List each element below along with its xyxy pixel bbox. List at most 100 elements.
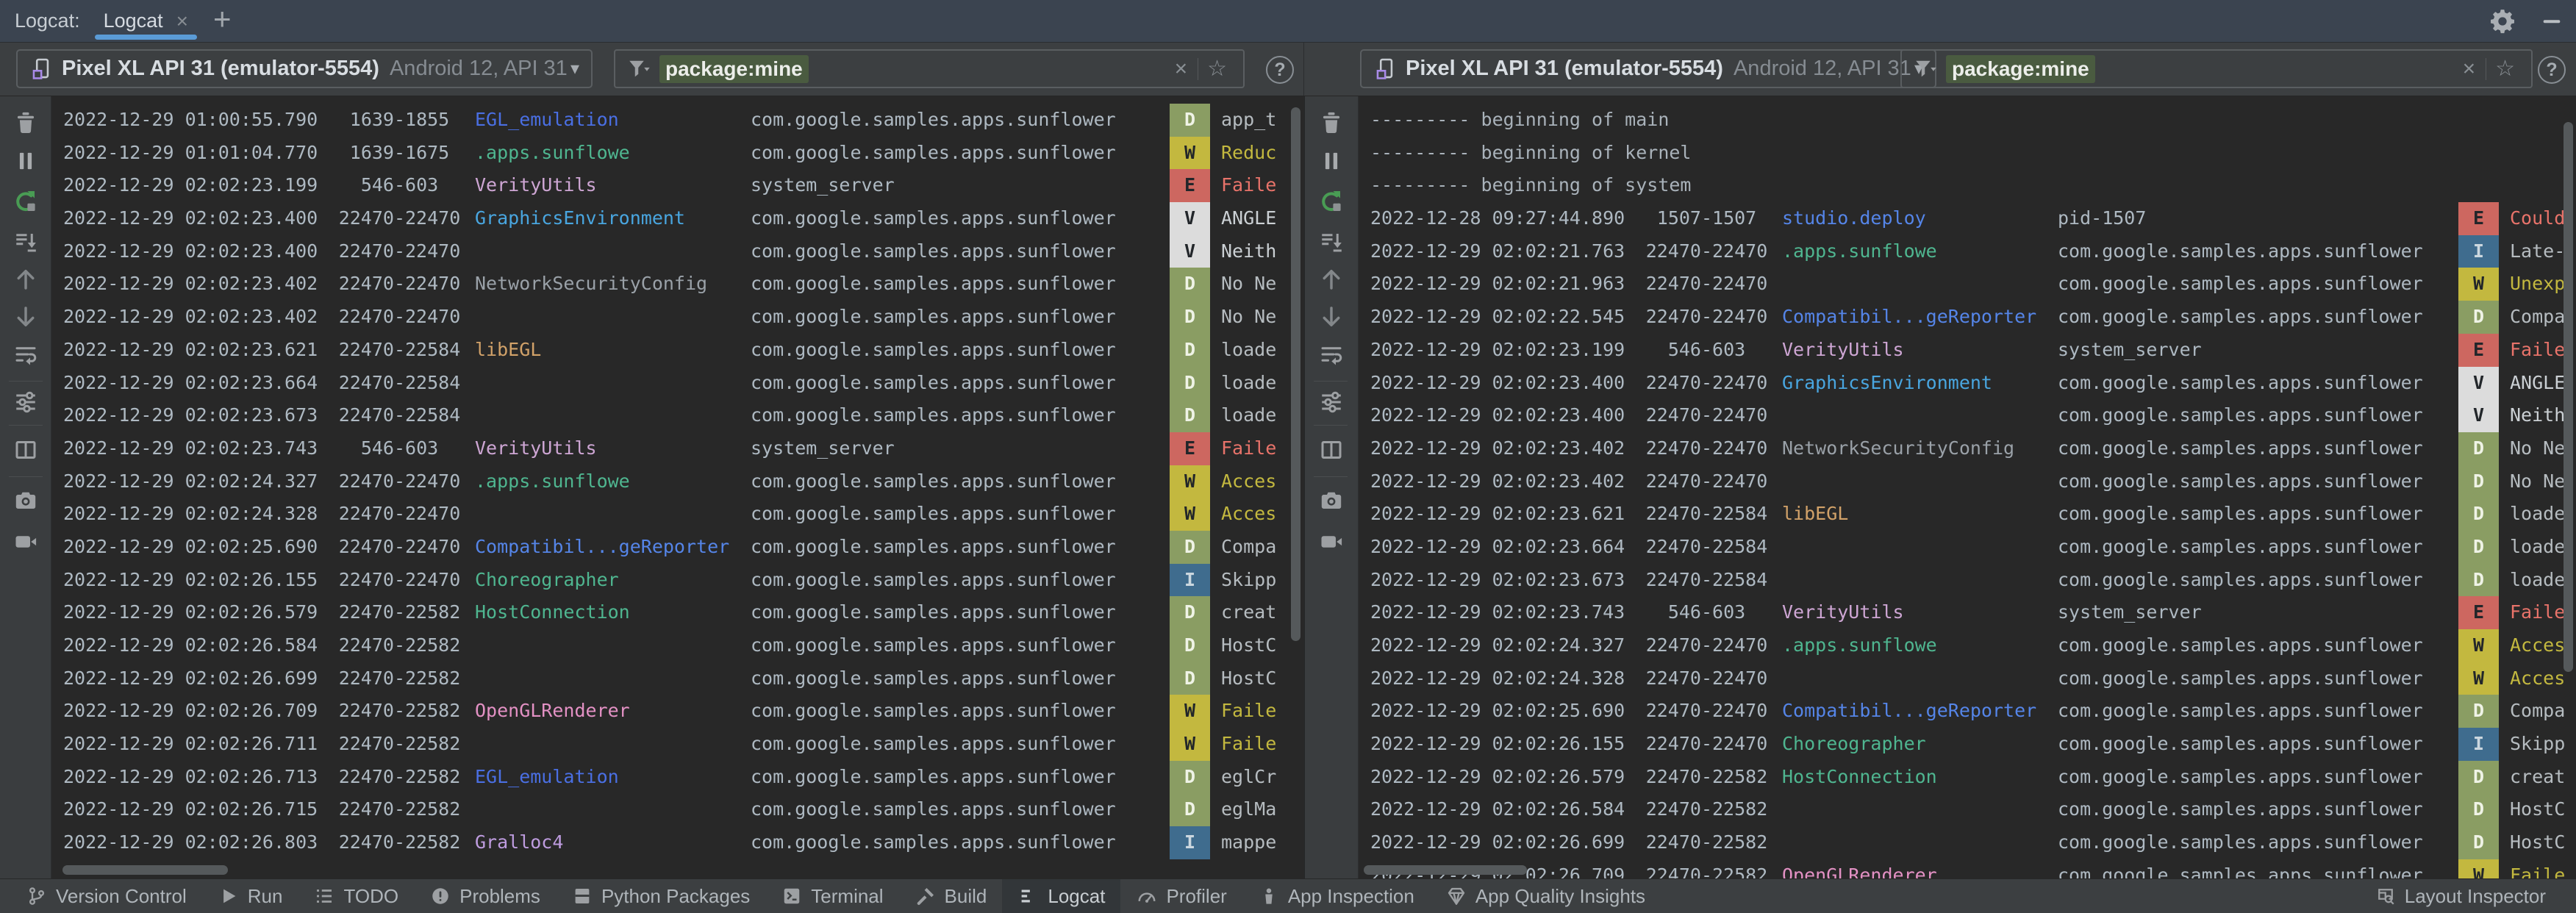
filter-icon[interactable] xyxy=(626,56,652,82)
favorite-filter-icon[interactable]: ☆ xyxy=(2495,57,2515,81)
clear-logcat-button[interactable] xyxy=(12,110,39,136)
log-timestamp: 2022-12-29 02:02:23.400 xyxy=(63,207,318,229)
logcat-rows[interactable]: --------- beginning of main --------- beg… xyxy=(1359,96,2576,878)
log-level-badge: D xyxy=(1170,793,1210,827)
scroll-to-end-button[interactable] xyxy=(1318,229,1345,256)
log-package: system_server xyxy=(751,437,895,459)
horizontal-scrollbar[interactable] xyxy=(1364,865,1527,875)
status-item-run[interactable]: Run xyxy=(202,879,298,913)
status-item-label: Version Control xyxy=(56,884,187,907)
log-message: Unexp xyxy=(2510,273,2566,295)
add-tab-button[interactable]: + xyxy=(213,1,232,36)
log-package: com.google.samples.apps.sunflower xyxy=(751,535,1116,557)
soft-wrap-button[interactable] xyxy=(12,341,39,368)
status-item-version-control[interactable]: Version Control xyxy=(10,879,202,913)
clear-filter-icon[interactable]: × xyxy=(1174,56,1188,81)
log-row: 2022-12-29 02:02:23.673 22470-22584 com.go… xyxy=(63,399,1303,432)
log-message: ANGLE xyxy=(1221,207,1277,229)
horizontal-scrollbar[interactable] xyxy=(62,865,228,875)
soft-wrap-button[interactable] xyxy=(1318,341,1345,368)
configure-logcat-button[interactable] xyxy=(12,389,39,415)
log-tag: Choreographer xyxy=(1782,733,1926,755)
log-package: system_server xyxy=(2058,338,2202,360)
log-message: HostC xyxy=(2510,798,2566,820)
configure-logcat-button[interactable] xyxy=(1318,389,1345,415)
log-package: com.google.samples.apps.sunflower xyxy=(751,207,1116,229)
status-item-terminal[interactable]: Terminal xyxy=(765,879,898,913)
log-package: com.google.samples.apps.sunflower xyxy=(751,601,1116,623)
log-pid-tid: 22470-22582 xyxy=(338,667,461,689)
status-item-label: TODO xyxy=(343,884,399,907)
log-package: com.google.samples.apps.sunflower xyxy=(751,404,1116,426)
help-icon[interactable]: ? xyxy=(1266,56,1294,84)
next-occurrence-button[interactable] xyxy=(12,304,39,330)
log-level-badge: W xyxy=(2458,859,2499,878)
status-item-problems[interactable]: Problems xyxy=(414,879,556,913)
log-pid-tid: 22470-22470 xyxy=(1645,700,1768,722)
vertical-scrollbar[interactable] xyxy=(1291,107,1300,641)
restart-logcat-button[interactable] xyxy=(1318,189,1345,215)
pause-logcat-button[interactable] xyxy=(12,148,39,174)
favorite-filter-icon[interactable]: ☆ xyxy=(1207,57,1227,81)
log-row: 2022-12-29 02:02:23.402 22470-22470 Networ… xyxy=(1370,432,2576,465)
status-item-layout-inspector[interactable]: Layout Inspector xyxy=(2359,879,2561,913)
log-timestamp: 2022-12-29 02:02:26.803 xyxy=(63,831,318,853)
log-message: loade xyxy=(2510,503,2566,525)
log-row: 2022-12-29 02:02:23.673 22470-22584 com.go… xyxy=(1370,563,2576,597)
status-item-build[interactable]: Build xyxy=(899,879,1003,913)
status-item-profiler[interactable]: Profiler xyxy=(1120,879,1242,913)
tab-logcat[interactable]: Logcat × xyxy=(94,0,198,42)
log-package: system_server xyxy=(751,174,895,196)
status-item-python-packages[interactable]: Python Packages xyxy=(556,879,765,913)
device-details: Android 12, API 31 xyxy=(1733,57,1911,80)
vertical-scrollbar[interactable] xyxy=(2564,122,2573,672)
log-tag xyxy=(475,728,751,761)
split-panels-button[interactable] xyxy=(1318,437,1345,463)
rail-separator xyxy=(1314,425,1348,426)
previous-occurrence-button[interactable] xyxy=(12,266,39,293)
logcat-filter-input[interactable]: package:mine × ☆ xyxy=(1900,49,2533,88)
scroll-to-end-button[interactable] xyxy=(12,229,39,256)
arrow-down-icon xyxy=(1318,304,1345,330)
log-message: app_t xyxy=(1221,109,1277,130)
logcat-rows[interactable]: 2022-12-29 01:00:55.790 1639-1855 EGL_emul… xyxy=(52,96,1303,878)
pause-logcat-button[interactable] xyxy=(1318,148,1345,174)
log-row: 2022-12-29 02:02:24.328 22470-22470 com.go… xyxy=(1370,662,2576,695)
log-level-badge: D xyxy=(1170,629,1210,662)
log-row: 2022-12-29 02:02:26.803 22470-22582 Grallo… xyxy=(63,826,1303,859)
logcat-filter-input[interactable]: package:mine × ☆ xyxy=(614,49,1245,88)
log-message: Faile xyxy=(1221,174,1277,196)
screen-record-button[interactable] xyxy=(1318,529,1345,555)
minimize-icon[interactable] xyxy=(2539,9,2564,34)
clear-logcat-button[interactable] xyxy=(1318,110,1345,136)
screen-record-button[interactable] xyxy=(12,529,39,555)
next-occurrence-button[interactable] xyxy=(1318,304,1345,330)
split-panels-button[interactable] xyxy=(12,437,39,463)
screenshot-button[interactable] xyxy=(1318,487,1345,514)
log-pid-tid: 22470-22470 xyxy=(338,207,461,229)
status-item-app-inspection[interactable]: App Inspection xyxy=(1242,879,1430,913)
log-row: 2022-12-29 02:02:21.763 22470-22470 .apps.… xyxy=(1370,234,2576,268)
tab-close-icon[interactable]: × xyxy=(176,9,189,32)
logcat-main-area: 2022-12-29 01:00:55.790 1639-1855 EGL_emul… xyxy=(0,96,2576,878)
status-item-label: App Inspection xyxy=(1287,884,1414,907)
settings-gear-icon[interactable] xyxy=(2488,7,2517,36)
previous-occurrence-button[interactable] xyxy=(1318,266,1345,293)
log-level-badge: V xyxy=(2458,399,2499,432)
log-pid-tid: 22470-22470 xyxy=(1645,404,1768,426)
log-level-badge: W xyxy=(1170,695,1210,728)
restart-logcat-button[interactable] xyxy=(12,189,39,215)
filter-icon[interactable] xyxy=(1912,56,1939,82)
status-item-todo[interactable]: TODO xyxy=(298,879,414,913)
log-level-badge: W xyxy=(2458,629,2499,662)
status-item-app-quality-insights[interactable]: App Quality Insights xyxy=(1430,879,1661,913)
clear-filter-icon[interactable]: × xyxy=(2462,56,2476,81)
help-icon[interactable]: ? xyxy=(2538,56,2566,84)
device-selector[interactable]: Pixel XL API 31 (emulator-5554) Android 1… xyxy=(16,49,593,88)
log-timestamp: 2022-12-29 02:02:25.690 xyxy=(63,535,318,557)
log-level-badge: W xyxy=(1170,728,1210,761)
log-level-badge: D xyxy=(1170,399,1210,432)
status-item-logcat[interactable]: Logcat xyxy=(1002,879,1121,913)
device-selector[interactable]: Pixel XL API 31 (emulator-5554) Android 1… xyxy=(1360,49,1936,88)
screenshot-button[interactable] xyxy=(12,487,39,514)
